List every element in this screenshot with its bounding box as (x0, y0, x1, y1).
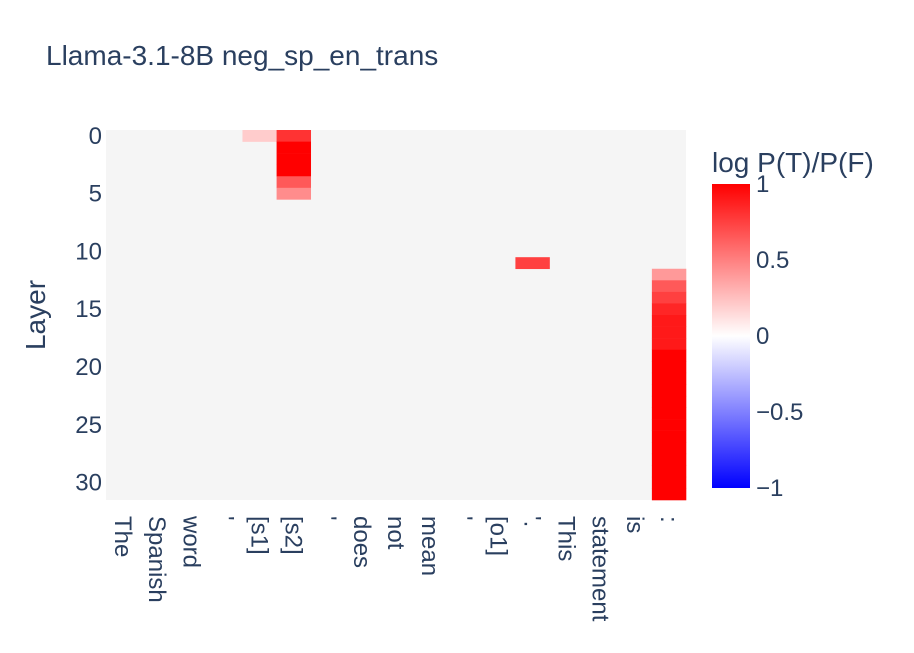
x-tick-label: Spanish (143, 516, 170, 603)
heatmap-cell (651, 430, 687, 443)
x-tick-label: '. (518, 516, 545, 527)
heatmap-cell (276, 141, 312, 154)
y-tick-label: 5 (89, 181, 102, 208)
x-tick-label: not (382, 516, 409, 550)
heatmap-cell (651, 395, 687, 408)
x-tick-label: : (655, 516, 682, 523)
x-tick-label: [o1] (484, 516, 511, 556)
y-tick-label: 25 (75, 412, 102, 439)
colorbar-tick-label: 0.5 (756, 247, 789, 274)
heatmap-cell (651, 372, 687, 385)
heatmap-cell (651, 291, 687, 304)
x-tick-label: ' (211, 516, 238, 521)
heatmap-cell (651, 315, 687, 327)
y-tick-label: 10 (75, 238, 102, 265)
heatmap-cell (651, 303, 687, 316)
colorbar-tick-label: 0 (756, 323, 769, 350)
heatmap-cell (651, 465, 687, 478)
heatmap-cells (242, 130, 687, 501)
heatmap-cell (276, 130, 312, 142)
x-tick-label: statement (587, 516, 614, 622)
y-tick-label: 30 (75, 470, 102, 497)
y-tick-label: 15 (75, 296, 102, 323)
chart-title: Llama-3.1-8B neg_sp_en_trans (46, 40, 438, 71)
heatmap-cell (651, 268, 687, 281)
heatmap-cell (651, 476, 687, 489)
heatmap-cell (651, 280, 687, 293)
heatmap-cell (651, 338, 687, 350)
colorbar-tick-label: −0.5 (756, 399, 803, 426)
heatmap-cell (651, 326, 687, 339)
y-tick-label: 0 (89, 123, 102, 150)
x-tick-label: [s2] (280, 516, 307, 555)
x-tick-label: ' (450, 516, 477, 521)
heatmap-cell (515, 257, 550, 270)
heatmap-cell (651, 419, 687, 431)
plot-background (106, 130, 686, 500)
x-tick-label: The (109, 516, 136, 557)
x-tick-label: This (553, 516, 580, 561)
heatmap-cell (651, 384, 687, 397)
heatmap-cell (651, 442, 687, 455)
colorbar-ticks: 1 0.5 0 −0.5 −1 (756, 171, 803, 502)
x-tick-label: word (177, 515, 204, 568)
heatmap-cell (651, 453, 687, 466)
heatmap-cell (651, 361, 687, 374)
heatmap-cell (651, 407, 687, 420)
heatmap-cell (651, 349, 687, 362)
colorbar (712, 184, 750, 488)
x-tick-label: does (348, 516, 375, 568)
colorbar-title: log P(T)/P(F) (712, 147, 874, 178)
colorbar-tick-label: −1 (756, 475, 783, 502)
heatmap-cell (276, 153, 312, 165)
colorbar-tick-label: 1 (756, 171, 769, 198)
heatmap-cell (242, 130, 277, 142)
x-axis-ticks: The Spanish word ' [s1] [s2] ' does not mean ' [o1]… (109, 515, 682, 622)
y-axis-ticks: 0 5 10 15 20 25 30 (75, 123, 102, 497)
x-tick-label: [s1] (246, 516, 273, 555)
heatmap-cell (276, 164, 312, 177)
x-tick-label: ' (314, 516, 341, 521)
heatmap-cell (651, 488, 687, 501)
x-tick-label: mean (416, 516, 443, 576)
heatmap-cell (276, 187, 312, 200)
y-axis-title: Layer (20, 280, 51, 350)
y-tick-label: 20 (75, 354, 102, 381)
heatmap-cell (276, 176, 312, 189)
x-tick-label: is (621, 516, 648, 533)
